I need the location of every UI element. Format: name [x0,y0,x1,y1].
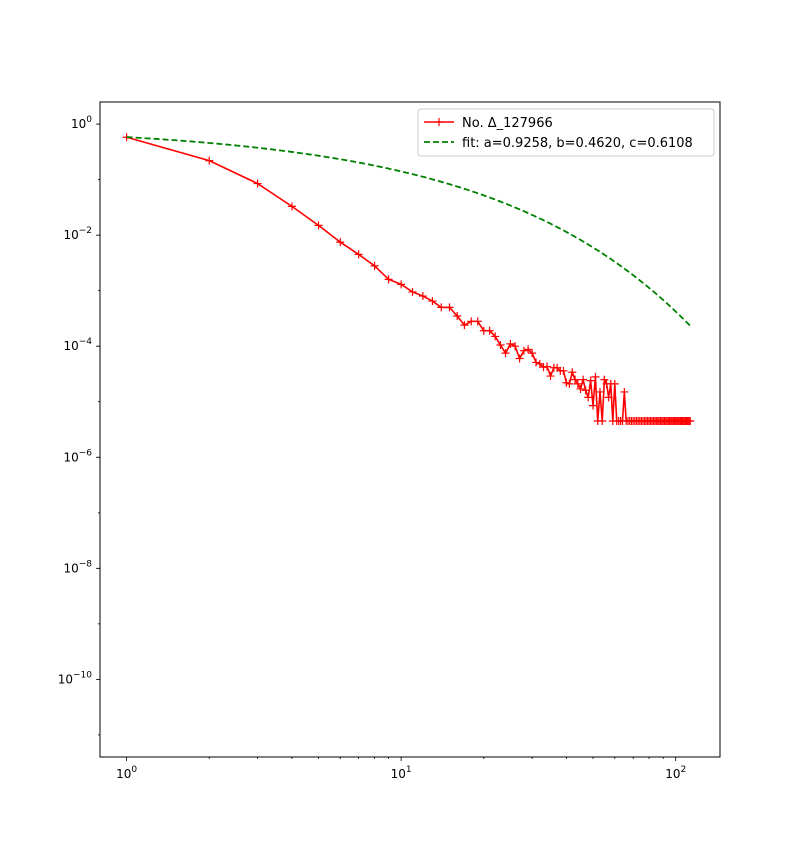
data-point-marker [604,393,613,402]
data-point-marker [460,321,469,330]
data-point-marker [579,375,588,384]
data-point-marker [437,303,446,312]
data-point-marker [408,287,417,296]
data-point-marker [511,342,520,351]
data-point-marker [610,379,619,388]
data-point-marker [524,345,533,354]
data-point-marker [418,292,427,301]
data-point-marker [336,238,345,247]
data-point-marker [506,339,515,348]
data-point-marker [543,362,552,371]
x-tick-label: 101 [391,765,412,781]
y-tick-label: 10−8 [63,559,92,575]
data-point-marker [287,202,296,211]
data-point-marker [546,372,555,381]
data-point-marker [397,280,406,289]
data-point-marker [491,332,500,341]
data-point-marker [565,379,574,388]
legend-label-data: No. Δ_127966 [462,116,553,131]
data-point-marker [600,375,609,384]
data-point-marker [428,297,437,306]
data-point-marker [532,358,541,367]
data-point-marker [571,375,580,384]
data-point-marker [573,379,582,388]
data-point-marker [445,303,454,312]
x-tick-label: 102 [665,765,686,781]
data-point-marker [686,416,695,425]
data-point-marker [591,372,600,381]
y-tick-label: 100 [71,115,92,131]
legend-box [417,108,715,157]
y-tick-label: 10−4 [63,337,92,353]
plot-frame [99,101,721,758]
data-point-marker [496,341,505,350]
data-point-marker [515,354,524,363]
plot-series [122,133,695,425]
data-point-marker [620,387,629,396]
data-point-marker [485,326,494,335]
data-point-marker [501,349,510,358]
data-point-marker [595,387,604,396]
data-point-marker [576,384,585,393]
data-point-marker [205,156,214,165]
data-point-marker [354,250,363,259]
data-point-marker [370,261,379,270]
data-point-marker [453,311,462,320]
data-point-marker [586,376,595,385]
data-point-marker [528,349,537,358]
data-point-marker [253,179,262,188]
y-tick-label: 10−6 [63,448,92,464]
data-point-marker [384,275,393,284]
data-point-marker [568,368,577,377]
fit-curve-line [126,136,691,327]
y-tick-label: 10−10 [58,670,93,686]
legend-marker-data [435,118,443,126]
y-tick-label: 10−2 [63,226,92,242]
x-tick-label: 100 [116,765,137,781]
legend: No. Δ_127966 fit: a=0.9258, b=0.4620, c=0… [417,108,715,157]
data-point-marker [314,221,323,230]
data-point-marker [519,346,528,355]
legend-label-fit: fit: a=0.9258, b=0.4620, c=0.6108 [462,136,693,151]
data-point-marker [559,366,568,375]
axes: 100 101 102 100 10−2 10−4 10−6 10−8 10−10 [58,101,721,781]
data-point-marker [598,416,607,425]
data-point-marker [589,401,598,410]
data-point-marker [584,393,593,402]
data-point-marker [473,317,482,326]
data-point-marker [581,386,590,395]
